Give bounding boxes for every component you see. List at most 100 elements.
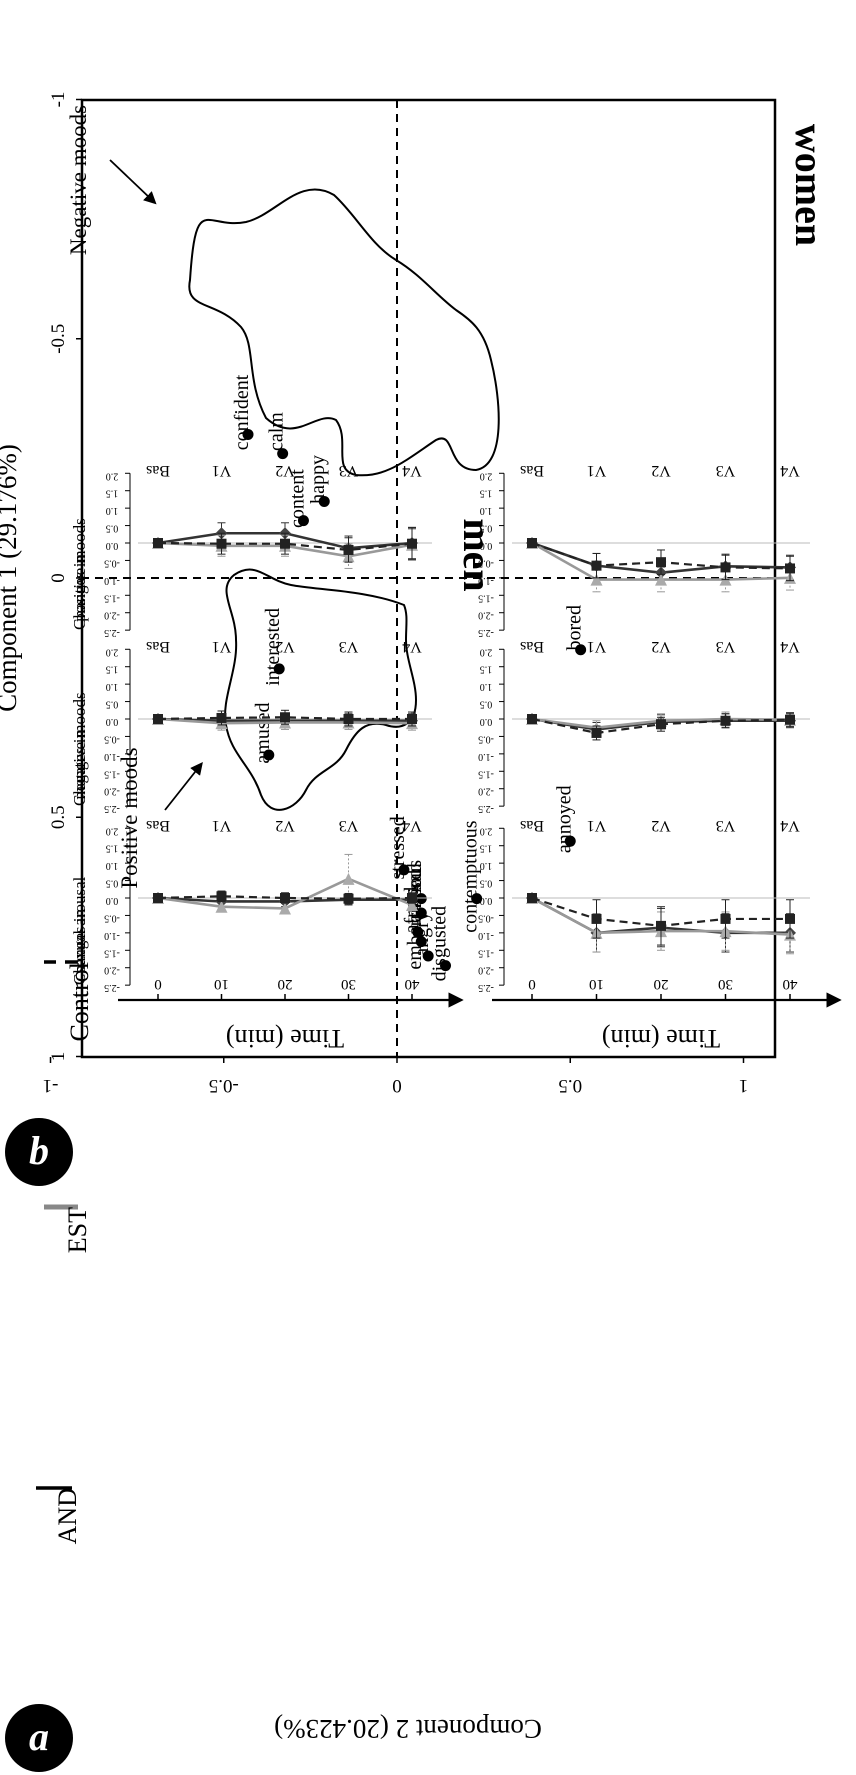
negative-moods-outline: [188, 188, 500, 477]
time-tick-label: 40: [405, 976, 420, 992]
marker-Control: [216, 712, 227, 723]
time-tick-label: 10: [589, 976, 604, 992]
marker-Control: [216, 538, 227, 549]
time-tick-label: 0: [154, 976, 162, 992]
value-tick-label: 0.5: [106, 523, 119, 534]
row-label-line: Changes in: [70, 553, 89, 630]
value-tick-label: 1.5: [106, 843, 119, 854]
visit-label: Bas: [520, 638, 544, 655]
value-tick-label: -0.5: [104, 557, 120, 568]
panel-b-badge: b: [5, 1118, 73, 1186]
value-tick-label: 0.5: [106, 878, 119, 889]
scatter-point-annoyed: annoyed: [553, 785, 576, 853]
visit-label: V4: [402, 817, 422, 834]
scatter-label: content: [286, 469, 308, 528]
visit-label: V4: [780, 638, 800, 655]
time-axis-label: Time (min): [602, 1024, 720, 1053]
scatter-label: annoyed: [553, 785, 575, 853]
value-tick-label: -2.5: [478, 627, 494, 638]
value-tick-label: -1.0: [478, 751, 494, 762]
marker-Control: [591, 560, 602, 571]
value-tick-label: 0.0: [480, 716, 493, 727]
marker-Control: [280, 538, 290, 549]
value-tick-label: -0.5: [478, 733, 494, 744]
value-tick-label: 1.5: [480, 488, 493, 499]
value-tick-label: -1.0: [104, 575, 120, 586]
time-tick-label: 30: [718, 976, 733, 992]
value-tick-label: -1.5: [478, 592, 494, 603]
visit-label: V2: [275, 462, 295, 479]
marker-Control: [591, 913, 602, 924]
legend-est-label: EST: [63, 1207, 92, 1253]
marker-EST: [406, 898, 418, 911]
visit-label: Bas: [146, 638, 170, 655]
subplot-women-0: 2.0 1.5 1.0 0.5 0.0 -0.5 -1.0 -1.5 -2.0 -2.5 Bas V1…: [478, 462, 810, 638]
marker-Control: [591, 727, 602, 738]
value-tick-label: -2.0: [104, 965, 120, 976]
scatter-dot: [242, 428, 254, 440]
scatter-label: amused: [252, 702, 274, 763]
positive-moods-arrow: [164, 762, 203, 811]
series-line: [157, 895, 413, 900]
row-label-line: Changes in: [70, 729, 89, 806]
visit-label: V2: [651, 817, 671, 834]
marker-EST: [279, 902, 291, 915]
marker-Control: [656, 557, 666, 568]
visit-label: V1: [212, 638, 232, 655]
scatter-dot: [273, 663, 285, 675]
value-tick-label: -0.5: [478, 912, 494, 923]
value-tick-label: 1.0: [106, 860, 119, 871]
marker-Control: [280, 712, 290, 723]
value-tick-label: -1.0: [478, 575, 494, 586]
visit-label: V1: [587, 638, 607, 655]
value-tick-label: -0.5: [104, 912, 120, 923]
panel-a-badge: a: [5, 1704, 73, 1772]
col-title-women: women: [787, 124, 832, 246]
y-tick-label: -1: [43, 1075, 59, 1096]
marker-Control: [656, 920, 666, 931]
x-tick-label: -0.5: [48, 324, 69, 354]
value-tick-label: -0.5: [104, 733, 120, 744]
value-tick-label: -2.0: [104, 610, 120, 621]
scatter-point-stressed: stressed: [387, 816, 410, 880]
scatter-point-amused: amused: [252, 702, 275, 764]
marker-Control: [785, 913, 795, 924]
subplot-men-1: 2.0 1.5 1.0 0.5 0.0 -0.5 -1.0 -1.5 -2.0 -2.5 Bas V1…: [104, 638, 432, 814]
scatter-dot: [415, 893, 427, 905]
marker-EST: [590, 573, 603, 586]
series-line: [157, 541, 413, 552]
time-tick-label: 20: [654, 976, 669, 992]
scatter-dot: [471, 893, 483, 905]
visit-label: V2: [651, 638, 671, 655]
marker-Control: [343, 544, 354, 555]
scatter-point-disgusted: disgusted: [429, 906, 452, 981]
scatter-label: sad: [404, 863, 426, 890]
scatter-label: happy: [307, 455, 329, 504]
value-tick-label: 0.5: [106, 699, 119, 710]
marker-Control: [785, 714, 795, 725]
x-tick-label: 0.5: [48, 805, 69, 829]
value-tick-label: -2.0: [104, 786, 120, 797]
positive-moods-outline: [224, 568, 418, 811]
x-tick-label: 1: [48, 1052, 69, 1062]
negative-moods-arrow: [109, 159, 157, 205]
visit-label: Bas: [520, 817, 544, 834]
row-label-line: positive moods: [70, 518, 89, 621]
series-Control: [527, 538, 795, 582]
y-tick-label: 0.5: [558, 1075, 582, 1096]
marker-Control: [720, 562, 731, 573]
marker-EST: [655, 573, 667, 586]
scatter-label: contemptuous: [460, 820, 482, 932]
series-Control: [153, 890, 417, 905]
marker-Control: [720, 715, 731, 726]
series-Control: [153, 527, 417, 563]
value-tick-label: 0.5: [480, 699, 493, 710]
scatter-label: confident: [231, 374, 253, 450]
scatter-dot: [263, 749, 275, 761]
visit-label: V2: [275, 817, 295, 834]
visit-label: Bas: [146, 462, 170, 479]
value-tick-label: -1.5: [104, 768, 120, 779]
x-tick-label: -1: [48, 92, 69, 108]
value-tick-label: -1.0: [104, 751, 120, 762]
